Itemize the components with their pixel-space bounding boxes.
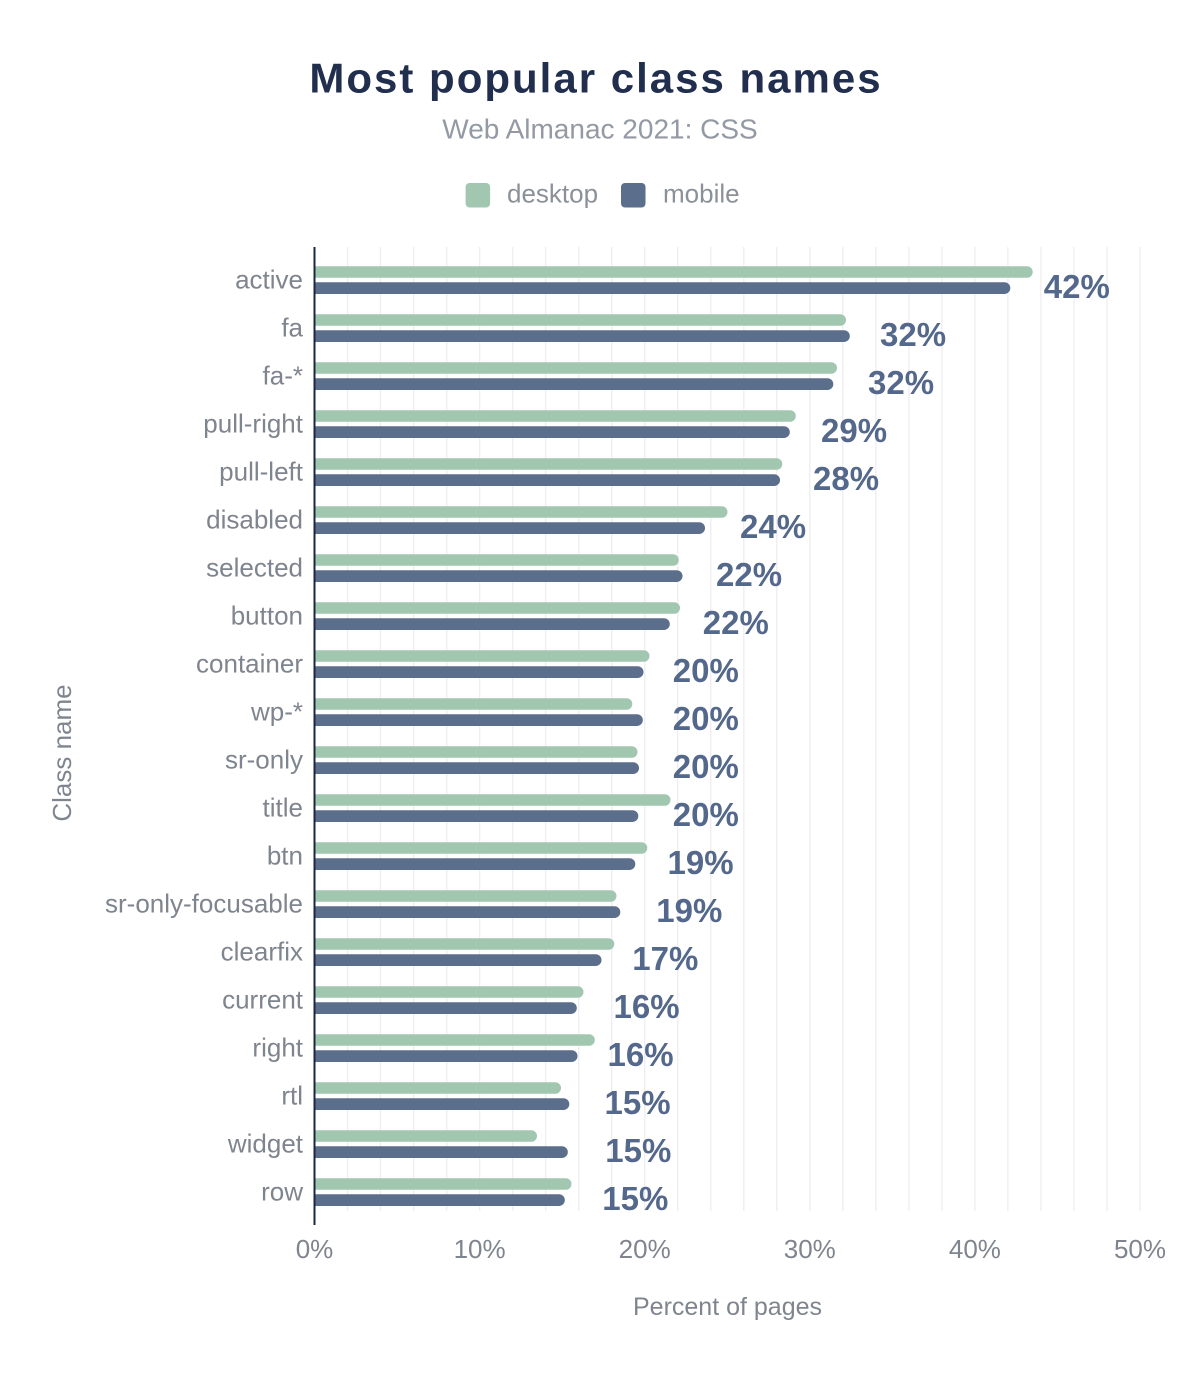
svg-text:row: row [261, 1176, 303, 1206]
svg-text:20%: 20% [673, 748, 739, 785]
svg-text:16%: 16% [608, 1036, 674, 1073]
svg-text:Class name: Class name [47, 684, 77, 821]
svg-text:42%: 42% [1044, 268, 1110, 305]
svg-text:20%: 20% [673, 796, 739, 833]
svg-text:20%: 20% [619, 1234, 671, 1264]
svg-text:15%: 15% [605, 1132, 671, 1169]
svg-text:22%: 22% [703, 604, 769, 641]
svg-text:19%: 19% [668, 844, 734, 881]
svg-text:container: container [196, 648, 303, 678]
svg-text:50%: 50% [1114, 1234, 1166, 1264]
svg-text:30%: 30% [784, 1234, 836, 1264]
svg-text:Most popular class names: Most popular class names [309, 55, 882, 102]
svg-text:10%: 10% [454, 1234, 506, 1264]
svg-text:32%: 32% [880, 316, 946, 353]
svg-text:disabled: disabled [206, 504, 303, 534]
svg-text:Web Almanac 2021: CSS: Web Almanac 2021: CSS [442, 114, 757, 145]
svg-text:desktop: desktop [507, 179, 598, 209]
svg-text:mobile: mobile [663, 179, 740, 209]
svg-text:clearfix: clearfix [221, 936, 303, 966]
svg-text:rtl: rtl [281, 1080, 303, 1110]
svg-text:widget: widget [227, 1128, 304, 1158]
svg-text:title: title [263, 792, 303, 822]
svg-text:15%: 15% [602, 1180, 668, 1217]
svg-text:button: button [231, 600, 303, 630]
svg-text:sr-only: sr-only [225, 744, 303, 774]
svg-text:17%: 17% [632, 940, 698, 977]
svg-text:15%: 15% [605, 1084, 671, 1121]
svg-text:fa: fa [281, 312, 303, 342]
svg-text:22%: 22% [716, 556, 782, 593]
svg-text:0%: 0% [296, 1234, 334, 1264]
svg-text:sr-only-focusable: sr-only-focusable [105, 888, 303, 918]
svg-text:fa-*: fa-* [263, 360, 303, 390]
svg-text:wp-*: wp-* [250, 696, 303, 726]
svg-text:20%: 20% [673, 700, 739, 737]
svg-text:selected: selected [206, 552, 303, 582]
svg-text:right: right [252, 1032, 303, 1062]
svg-text:active: active [235, 264, 303, 294]
svg-text:Percent of pages: Percent of pages [633, 1293, 822, 1321]
svg-text:16%: 16% [614, 988, 680, 1025]
svg-text:24%: 24% [740, 508, 806, 545]
svg-text:29%: 29% [821, 412, 887, 449]
svg-text:40%: 40% [949, 1234, 1001, 1264]
svg-text:pull-left: pull-left [219, 456, 304, 486]
svg-text:pull-right: pull-right [203, 408, 303, 438]
svg-text:current: current [222, 984, 304, 1014]
svg-text:20%: 20% [673, 652, 739, 689]
svg-text:19%: 19% [656, 892, 722, 929]
svg-text:btn: btn [267, 840, 303, 870]
svg-text:28%: 28% [813, 460, 879, 497]
svg-text:32%: 32% [868, 364, 934, 401]
